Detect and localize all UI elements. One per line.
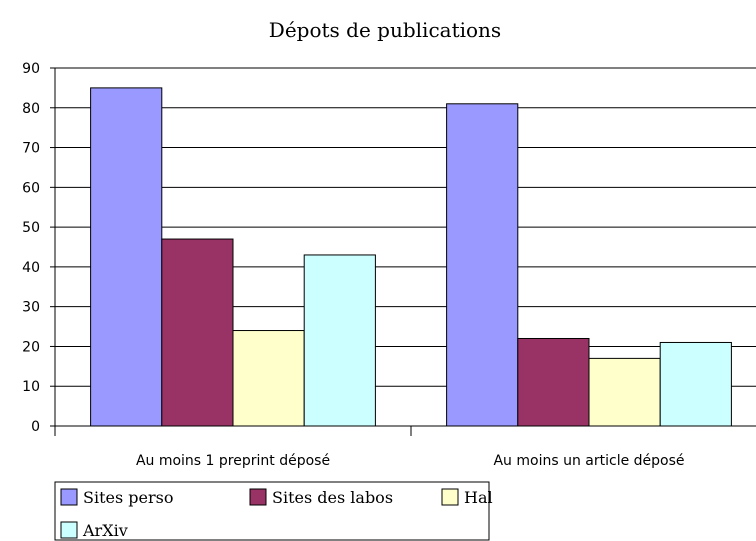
y-tick-label: 50 — [22, 220, 40, 236]
y-tick-label: 20 — [22, 339, 40, 355]
bar — [517, 337, 590, 427]
legend-label: Sites perso — [83, 488, 173, 507]
bar — [232, 330, 305, 427]
bar — [659, 341, 732, 427]
legend-swatch — [441, 488, 459, 506]
legend-label: Sites des labos — [272, 488, 393, 507]
y-tick-label: 10 — [22, 379, 40, 395]
bar — [161, 238, 234, 427]
y-tick-label: 80 — [22, 101, 40, 117]
legend-box — [54, 481, 490, 541]
x-tick-label: Au moins 1 preprint déposé — [136, 453, 330, 469]
chart-title: Dépots de publications — [269, 18, 501, 42]
y-tick-label: 0 — [31, 419, 40, 435]
y-tick-label: 60 — [22, 180, 40, 196]
y-tick-label: 30 — [22, 300, 40, 316]
bar — [588, 357, 661, 427]
legend-swatch — [60, 521, 78, 539]
legend-swatch — [249, 488, 267, 506]
y-tick-label: 40 — [22, 260, 40, 276]
y-tick-label: 90 — [22, 61, 40, 77]
bar — [446, 103, 519, 427]
bar — [303, 254, 376, 427]
x-tick-label: Au moins un article déposé — [493, 453, 684, 469]
legend-label: Hal — [464, 488, 493, 507]
legend-label: ArXiv — [82, 521, 128, 540]
y-tick-label: 70 — [22, 141, 40, 157]
legend-swatch — [60, 488, 78, 506]
bar — [90, 87, 163, 427]
